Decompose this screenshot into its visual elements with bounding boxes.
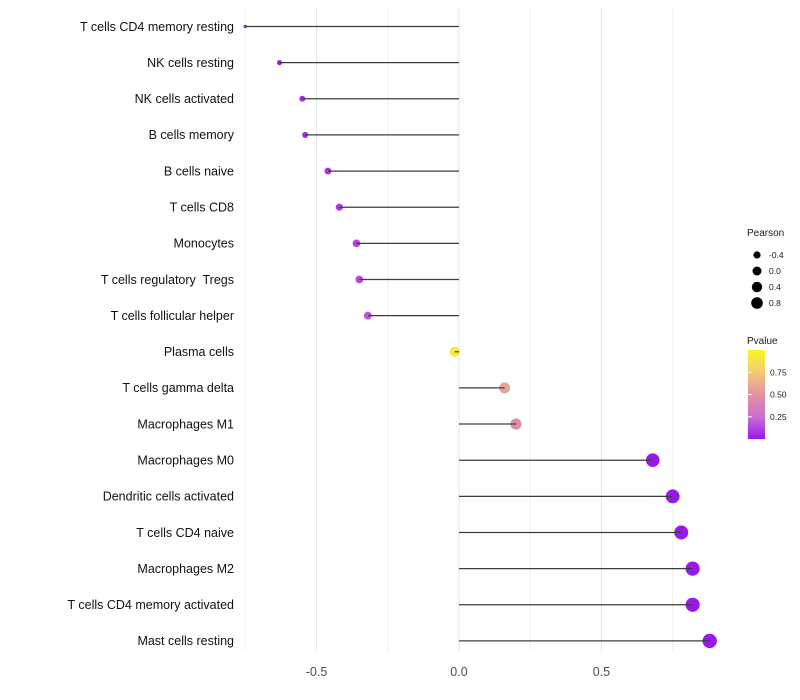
size-legend-label: 0.8 xyxy=(769,298,781,308)
size-legend-title: Pearson xyxy=(747,228,784,239)
color-legend-label: 0.25 xyxy=(770,412,787,422)
category-label: T cells CD4 memory resting xyxy=(80,20,234,34)
size-legend-dot xyxy=(753,251,761,259)
color-legend-title: Pvalue xyxy=(747,336,778,347)
category-label: Monocytes xyxy=(174,237,234,251)
category-label: T cells gamma delta xyxy=(122,381,234,395)
color-legend-label: 0.50 xyxy=(770,390,787,400)
x-tick-label: 0.0 xyxy=(450,665,467,679)
category-label: B cells memory xyxy=(149,128,235,142)
category-label: T cells CD8 xyxy=(170,201,234,215)
category-label: Macrophages M1 xyxy=(137,417,234,431)
category-label: Dendritic cells activated xyxy=(103,490,234,504)
size-legend-dot xyxy=(751,297,763,309)
color-legend-label: 0.75 xyxy=(770,367,787,377)
category-label: Macrophages M2 xyxy=(137,562,234,576)
size-legend-label: -0.4 xyxy=(769,250,784,260)
size-legend-dot xyxy=(752,266,762,276)
lollipop-dot xyxy=(499,382,511,394)
category-label: Macrophages M0 xyxy=(137,454,234,468)
category-label: B cells naive xyxy=(164,164,234,178)
x-tick-label: 0.5 xyxy=(593,665,610,679)
size-legend-label: 0.4 xyxy=(769,282,781,292)
x-tick-label: -0.5 xyxy=(306,665,328,679)
pvalue-colorbar xyxy=(748,350,765,439)
category-label: T cells regulatory Tregs xyxy=(101,273,234,287)
size-legend-label: 0.0 xyxy=(769,266,781,276)
category-label: T cells CD4 memory activated xyxy=(68,598,235,612)
category-label: NK cells resting xyxy=(147,56,234,70)
category-label: T cells follicular helper xyxy=(111,309,234,323)
category-label: Mast cells resting xyxy=(137,634,234,648)
category-label: NK cells activated xyxy=(135,92,234,106)
size-legend-dot xyxy=(751,281,763,293)
category-label: T cells CD4 naive xyxy=(136,526,234,540)
legend: Pearson -0.4 0.0 0.4 0.8 Pvalue 0.75 0.50 0.25 xyxy=(747,228,787,439)
category-label: Plasma cells xyxy=(164,345,234,359)
